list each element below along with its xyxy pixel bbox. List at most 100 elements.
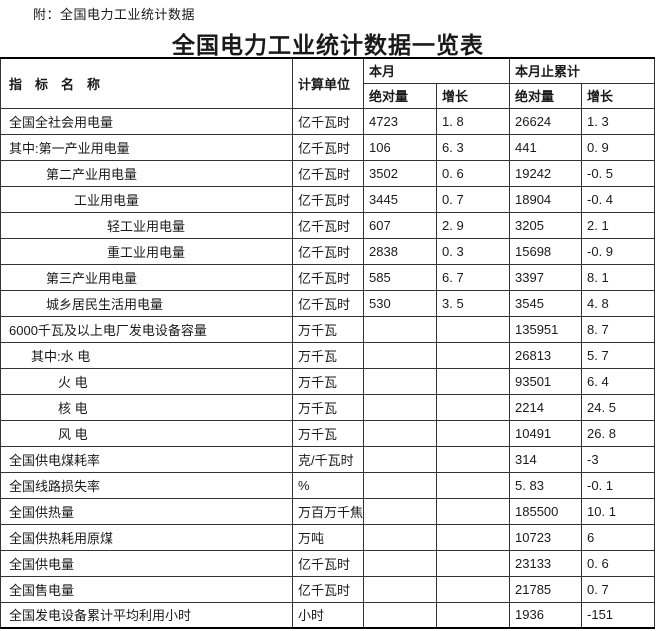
table-row: 核 电 万千瓦 2214 24. 5 — [0, 393, 656, 421]
month-growth-cell — [435, 419, 511, 447]
unit-cell: 万千瓦 — [292, 315, 364, 343]
table-row: 火 电 万千瓦 93501 6. 4 — [0, 367, 656, 395]
month-absolute-cell — [363, 367, 437, 395]
header-current-month: 本月 — [362, 57, 511, 84]
indicator-cell: 核 电 — [0, 393, 293, 421]
table-row: 第三产业用电量 亿千瓦时 585 6. 7 3397 8. 1 — [0, 263, 656, 291]
unit-cell: 万千瓦 — [292, 393, 364, 421]
cum-growth-cell: 2. 1 — [581, 211, 656, 239]
cum-growth-cell: 24. 5 — [581, 393, 656, 421]
month-growth-cell — [435, 341, 511, 369]
unit-cell: 万百万千焦 — [292, 497, 364, 525]
table-body: 全国全社会用电量 亿千瓦时 4723 1. 8 26624 1. 3 其中:第一… — [0, 107, 656, 629]
table-row: 全国售电量 亿千瓦时 21785 0. 7 — [0, 575, 656, 603]
month-absolute-cell — [363, 341, 437, 369]
cum-growth-cell: 0. 9 — [581, 133, 656, 161]
cum-growth-cell: -3 — [581, 445, 656, 473]
cum-growth-cell: -0. 5 — [581, 159, 656, 187]
cum-absolute-cell: 10723 — [509, 523, 583, 551]
month-absolute-cell — [363, 549, 437, 577]
unit-cell: % — [292, 471, 364, 499]
month-growth-cell: 0. 3 — [435, 237, 511, 265]
cum-absolute-cell: 3397 — [509, 263, 583, 291]
cum-absolute-cell: 135951 — [509, 315, 583, 343]
month-growth-cell: 6. 7 — [435, 263, 511, 291]
indicator-cell: 全国供热耗用原煤 — [0, 523, 293, 551]
header-row-top: 指 标 名 称 计算单位 本月 本月止累计 — [0, 57, 656, 109]
indicator-cell: 全国售电量 — [0, 575, 293, 603]
cum-growth-cell: 10. 1 — [581, 497, 656, 525]
unit-cell: 万千瓦 — [292, 341, 364, 369]
unit-cell: 亿千瓦时 — [292, 549, 364, 577]
unit-cell: 亿千瓦时 — [292, 237, 364, 265]
indicator-cell: 工业用电量 — [0, 185, 293, 213]
indicator-cell: 全国供热量 — [0, 497, 293, 525]
month-absolute-cell: 585 — [363, 263, 437, 291]
indicator-cell: 风 电 — [0, 419, 293, 447]
month-growth-cell — [435, 367, 511, 395]
month-absolute-cell: 106 — [363, 133, 437, 161]
unit-cell: 亿千瓦时 — [292, 159, 364, 187]
header-indicator-name: 指 标 名 称 — [0, 57, 293, 109]
table-row: 风 电 万千瓦 10491 26. 8 — [0, 419, 656, 447]
month-absolute-cell — [363, 393, 437, 421]
indicator-cell: 全国供电量 — [0, 549, 293, 577]
indicator-cell: 轻工业用电量 — [0, 211, 293, 239]
cum-absolute-cell: 3205 — [509, 211, 583, 239]
cum-absolute-cell: 441 — [509, 133, 583, 161]
cum-absolute-cell: 26624 — [509, 107, 583, 135]
month-growth-cell — [435, 523, 511, 551]
month-growth-cell: 1. 8 — [435, 107, 511, 135]
month-absolute-cell: 3445 — [363, 185, 437, 213]
unit-cell: 亿千瓦时 — [292, 133, 364, 161]
table-row: 重工业用电量 亿千瓦时 2838 0. 3 15698 -0. 9 — [0, 237, 656, 265]
month-growth-cell: 3. 5 — [435, 289, 511, 317]
indicator-cell: 重工业用电量 — [0, 237, 293, 265]
table-row: 全国发电设备累计平均利用小时 小时 1936 -151 — [0, 601, 656, 629]
indicator-cell: 全国全社会用电量 — [0, 107, 293, 135]
unit-cell: 克/千瓦时 — [292, 445, 364, 473]
month-absolute-cell: 3502 — [363, 159, 437, 187]
table-row: 工业用电量 亿千瓦时 3445 0. 7 18904 -0. 4 — [0, 185, 656, 213]
month-growth-cell — [435, 575, 511, 603]
page-title: 全国电力工业统计数据一览表 — [172, 32, 484, 58]
unit-cell: 亿千瓦时 — [292, 107, 364, 135]
month-absolute-cell — [363, 419, 437, 447]
cum-absolute-cell: 23133 — [509, 549, 583, 577]
table-row: 其中:第一产业用电量 亿千瓦时 106 6. 3 441 0. 9 — [0, 133, 656, 161]
unit-cell: 亿千瓦时 — [292, 263, 364, 291]
table-row: 6000千瓦及以上电厂发电设备容量 万千瓦 135951 8. 7 — [0, 315, 656, 343]
month-absolute-cell — [363, 601, 437, 629]
indicator-cell: 全国供电煤耗率 — [0, 445, 293, 473]
cum-absolute-cell: 15698 — [509, 237, 583, 265]
indicator-cell: 6000千瓦及以上电厂发电设备容量 — [0, 315, 293, 343]
cum-absolute-cell: 5. 83 — [509, 471, 583, 499]
month-growth-cell — [435, 497, 511, 525]
table-row: 全国供热耗用原煤 万吨 10723 6 — [0, 523, 656, 551]
cum-absolute-cell: 314 — [509, 445, 583, 473]
header-cum-absolute: 绝对量 — [509, 82, 583, 109]
unit-cell: 亿千瓦时 — [292, 211, 364, 239]
month-growth-cell — [435, 315, 511, 343]
table-row: 全国供热量 万百万千焦 185500 10. 1 — [0, 497, 656, 525]
unit-cell: 万千瓦 — [292, 367, 364, 395]
header-month-absolute: 绝对量 — [363, 82, 437, 109]
cum-absolute-cell: 21785 — [509, 575, 583, 603]
table-row: 全国全社会用电量 亿千瓦时 4723 1. 8 26624 1. 3 — [0, 107, 656, 135]
month-absolute-cell — [363, 575, 437, 603]
unit-cell: 万千瓦 — [292, 419, 364, 447]
indicator-cell: 第三产业用电量 — [0, 263, 293, 291]
unit-cell: 亿千瓦时 — [292, 289, 364, 317]
unit-cell: 亿千瓦时 — [292, 185, 364, 213]
month-absolute-cell: 2838 — [363, 237, 437, 265]
table-row: 全国供电量 亿千瓦时 23133 0. 6 — [0, 549, 656, 577]
month-absolute-cell — [363, 471, 437, 499]
month-growth-cell — [435, 393, 511, 421]
indicator-cell: 城乡居民生活用电量 — [0, 289, 293, 317]
month-growth-cell: 0. 6 — [435, 159, 511, 187]
table-row: 其中:水 电 万千瓦 26813 5. 7 — [0, 341, 656, 369]
month-absolute-cell — [363, 523, 437, 551]
month-absolute-cell: 530 — [363, 289, 437, 317]
cum-growth-cell: 0. 6 — [581, 549, 656, 577]
header-row-sub: 绝对量 增长 绝对量 增长 — [1, 82, 656, 109]
